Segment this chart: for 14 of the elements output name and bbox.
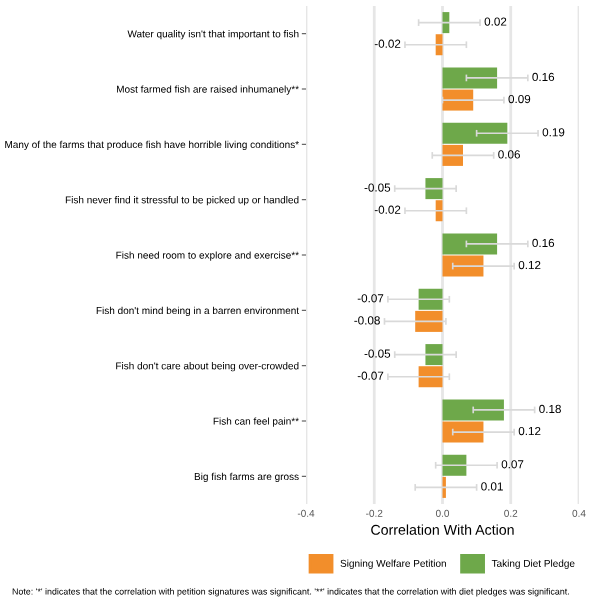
bar — [425, 178, 443, 200]
bar — [442, 421, 484, 443]
bar — [442, 144, 463, 166]
bar — [435, 34, 443, 56]
bar — [435, 200, 443, 222]
bar — [425, 344, 443, 366]
bar — [418, 366, 443, 388]
bar — [442, 399, 504, 421]
bar — [442, 67, 498, 89]
bar — [415, 310, 443, 332]
bar — [442, 255, 484, 277]
bar — [442, 233, 498, 255]
bar — [418, 288, 443, 310]
bar — [442, 122, 508, 144]
